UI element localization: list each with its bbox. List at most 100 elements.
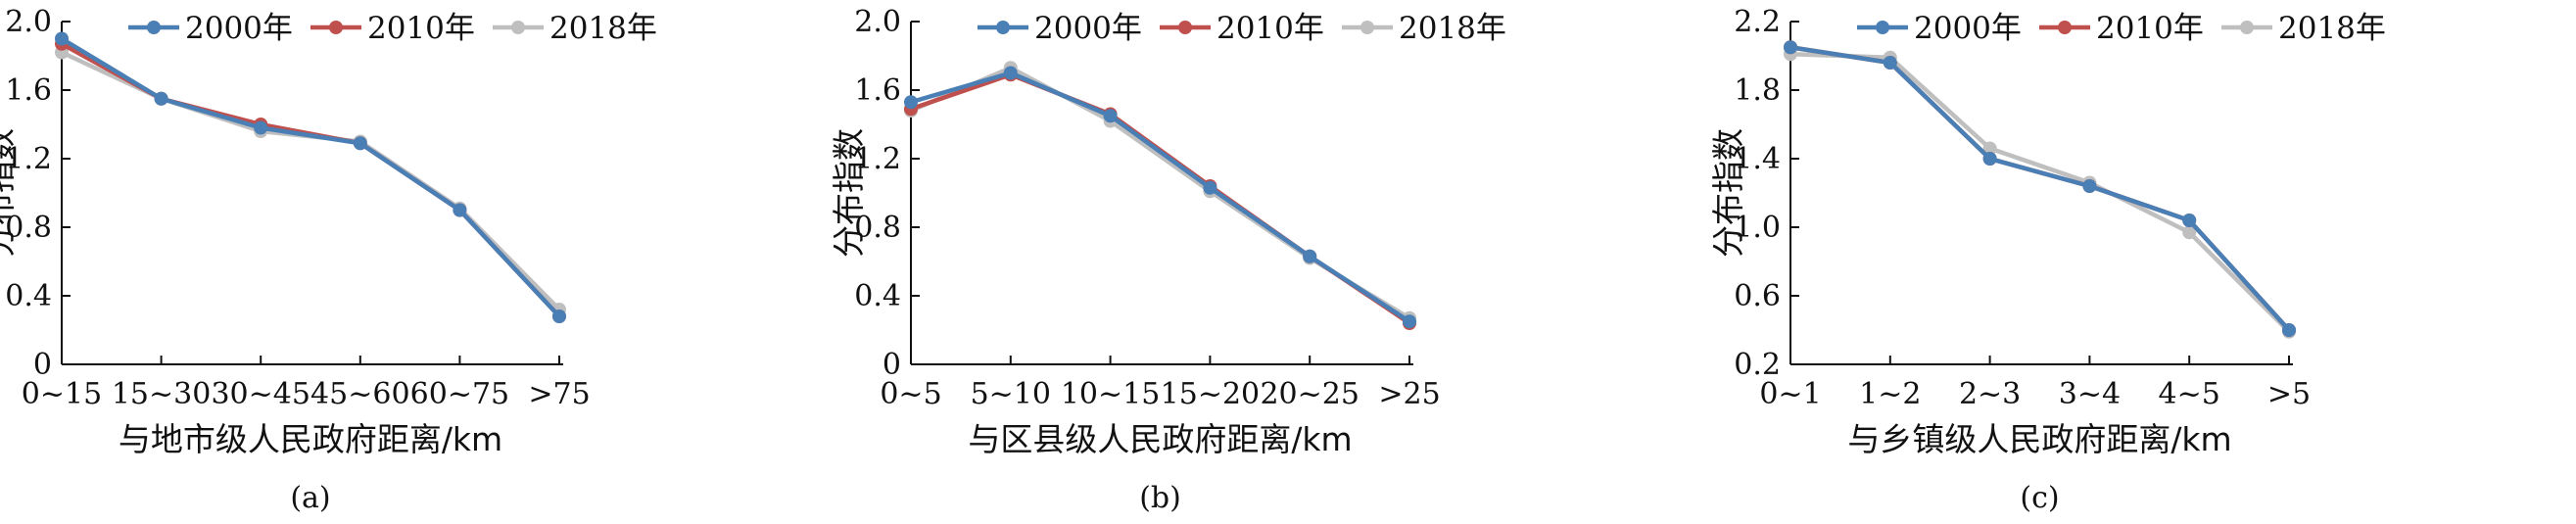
data-point <box>552 310 566 323</box>
x-tick-label: >5 <box>2267 377 2311 411</box>
legend-label: 2000年 <box>185 11 293 46</box>
series-2018年 <box>1784 47 2296 339</box>
x-tick-label: 15~30 <box>112 377 211 411</box>
series-line <box>910 66 1411 320</box>
x-axis-title: 与区县级人民政府距离/km <box>968 420 1352 458</box>
chart-panel-2: 0 0.4 0.8 1.2 1.6 2.0 0~5 5~10 10~15 15~20 20~25 >2… <box>830 5 1506 515</box>
series-line <box>910 71 1411 324</box>
data-point <box>1103 109 1118 123</box>
chart-panel-3: 0.2 0.6 1.0 1.4 1.8 2.2 0~1 1~2 2~3 3~4 4~5 >5 与乡镇级人… <box>1709 5 2386 515</box>
x-tick-label: >75 <box>528 377 590 411</box>
legend-swatch-marker <box>511 21 525 34</box>
x-tick-label: 4~5 <box>2159 377 2220 411</box>
series-line <box>1789 45 2291 332</box>
y-tick-label: 0 <box>883 348 901 382</box>
y-tick-label: 1.0 <box>1734 211 1781 245</box>
legend-label: 2018年 <box>549 11 657 46</box>
legend-label: 2000年 <box>1034 11 1142 46</box>
y-tick-label: 0.8 <box>854 211 901 245</box>
y-tick-label: 2.0 <box>854 5 901 39</box>
data-point <box>453 203 467 217</box>
x-tick-label: 0~1 <box>1759 377 1821 411</box>
data-point <box>2182 225 2197 240</box>
y-axis-title: 分布指数 <box>1709 128 1747 258</box>
y-tick-label: 1.6 <box>854 73 901 108</box>
legend-swatch-marker <box>1876 21 1889 34</box>
y-tick-label: 0.2 <box>1734 348 1781 382</box>
x-tick-label: 5~10 <box>971 377 1051 411</box>
x-tick-label: 1~2 <box>1859 377 1921 411</box>
series-2010年 <box>904 68 1416 330</box>
panel-label: (b) <box>1139 481 1181 515</box>
y-axis-title: 分布指数 <box>830 128 868 258</box>
legend-label: 2010年 <box>1216 11 1324 46</box>
y-tick-label: 1.2 <box>854 142 901 176</box>
y-axis-title: 分布指数 <box>0 128 19 258</box>
legend-swatch-marker <box>1360 21 1374 34</box>
y-tick-label: 0 <box>33 348 52 382</box>
data-point <box>1203 180 1217 195</box>
legend: 2000年 2010年 2018年 <box>1857 11 2386 46</box>
x-tick-label: 45~60 <box>310 377 409 411</box>
series-2000年 <box>55 31 566 323</box>
legend-swatch-marker <box>329 21 343 34</box>
legend-swatch-marker <box>1178 21 1192 34</box>
data-point <box>2082 179 2097 193</box>
x-tick-label: 0~5 <box>880 377 941 411</box>
data-point <box>1303 249 1317 263</box>
data-point <box>353 136 367 151</box>
data-point <box>154 91 168 106</box>
legend-label: 2010年 <box>367 11 475 46</box>
y-tick-label: 2.2 <box>1734 5 1781 39</box>
legend-label: 2010年 <box>2096 11 2204 46</box>
y-tick-label: 0.4 <box>854 279 901 313</box>
y-tick-label: 1.4 <box>1734 142 1781 176</box>
legend-label: 2018年 <box>2278 11 2386 46</box>
legend: 2000年 2010年 2018年 <box>978 11 1506 46</box>
data-point <box>1784 40 1797 55</box>
legend-label: 2000年 <box>1914 11 2022 46</box>
series-line <box>910 72 1411 325</box>
x-axis-title: 与地市级人民政府距离/km <box>119 420 502 458</box>
y-tick-label: 0.4 <box>5 279 52 313</box>
legend-swatch-marker <box>2240 21 2254 34</box>
data-point <box>1982 152 1997 166</box>
legend-label: 2018年 <box>1399 11 1506 46</box>
x-tick-label: 10~15 <box>1061 377 1160 411</box>
series-line <box>60 36 561 318</box>
x-tick-label: 60~75 <box>410 377 509 411</box>
series-line <box>61 50 561 311</box>
series-2000年 <box>1784 40 2296 337</box>
legend: 2000年 2010年 2018年 <box>128 11 657 46</box>
legend-swatch-marker <box>996 21 1010 34</box>
data-point <box>1403 314 1416 329</box>
legend-swatch-marker <box>147 21 161 34</box>
x-tick-label: 15~20 <box>1161 377 1260 411</box>
series-2010年 <box>1784 40 2296 337</box>
data-point <box>1982 141 1997 156</box>
x-tick-label: 2~3 <box>1959 377 2021 411</box>
panel-label: (a) <box>290 481 330 515</box>
chart-panel-1: 0 0.4 0.8 1.2 1.6 2.0 0~15 15~30 30~45 45~60 60~75… <box>0 5 657 515</box>
series-line <box>1789 45 2291 332</box>
x-tick-label: >25 <box>1378 377 1440 411</box>
y-tick-label: 2.0 <box>5 5 52 39</box>
y-tick-label: 1.8 <box>1734 73 1781 108</box>
series-2000年 <box>904 66 1416 329</box>
y-tick-label: 1.6 <box>5 73 52 108</box>
x-tick-label: 0~15 <box>22 377 102 411</box>
series-2018年 <box>55 45 566 316</box>
data-point <box>1003 66 1018 80</box>
legend-swatch-marker <box>2058 21 2072 34</box>
y-tick-label: 1.2 <box>5 142 52 176</box>
series-line <box>1789 52 2291 334</box>
panel-label: (c) <box>2020 481 2059 515</box>
y-tick-label: 0.6 <box>1734 279 1781 313</box>
x-tick-label: 3~4 <box>2059 377 2121 411</box>
data-point <box>55 31 69 46</box>
series-2018年 <box>904 61 1416 325</box>
data-point <box>2182 214 2197 227</box>
y-tick-label: 0.8 <box>5 211 52 245</box>
data-point <box>1883 56 1897 70</box>
